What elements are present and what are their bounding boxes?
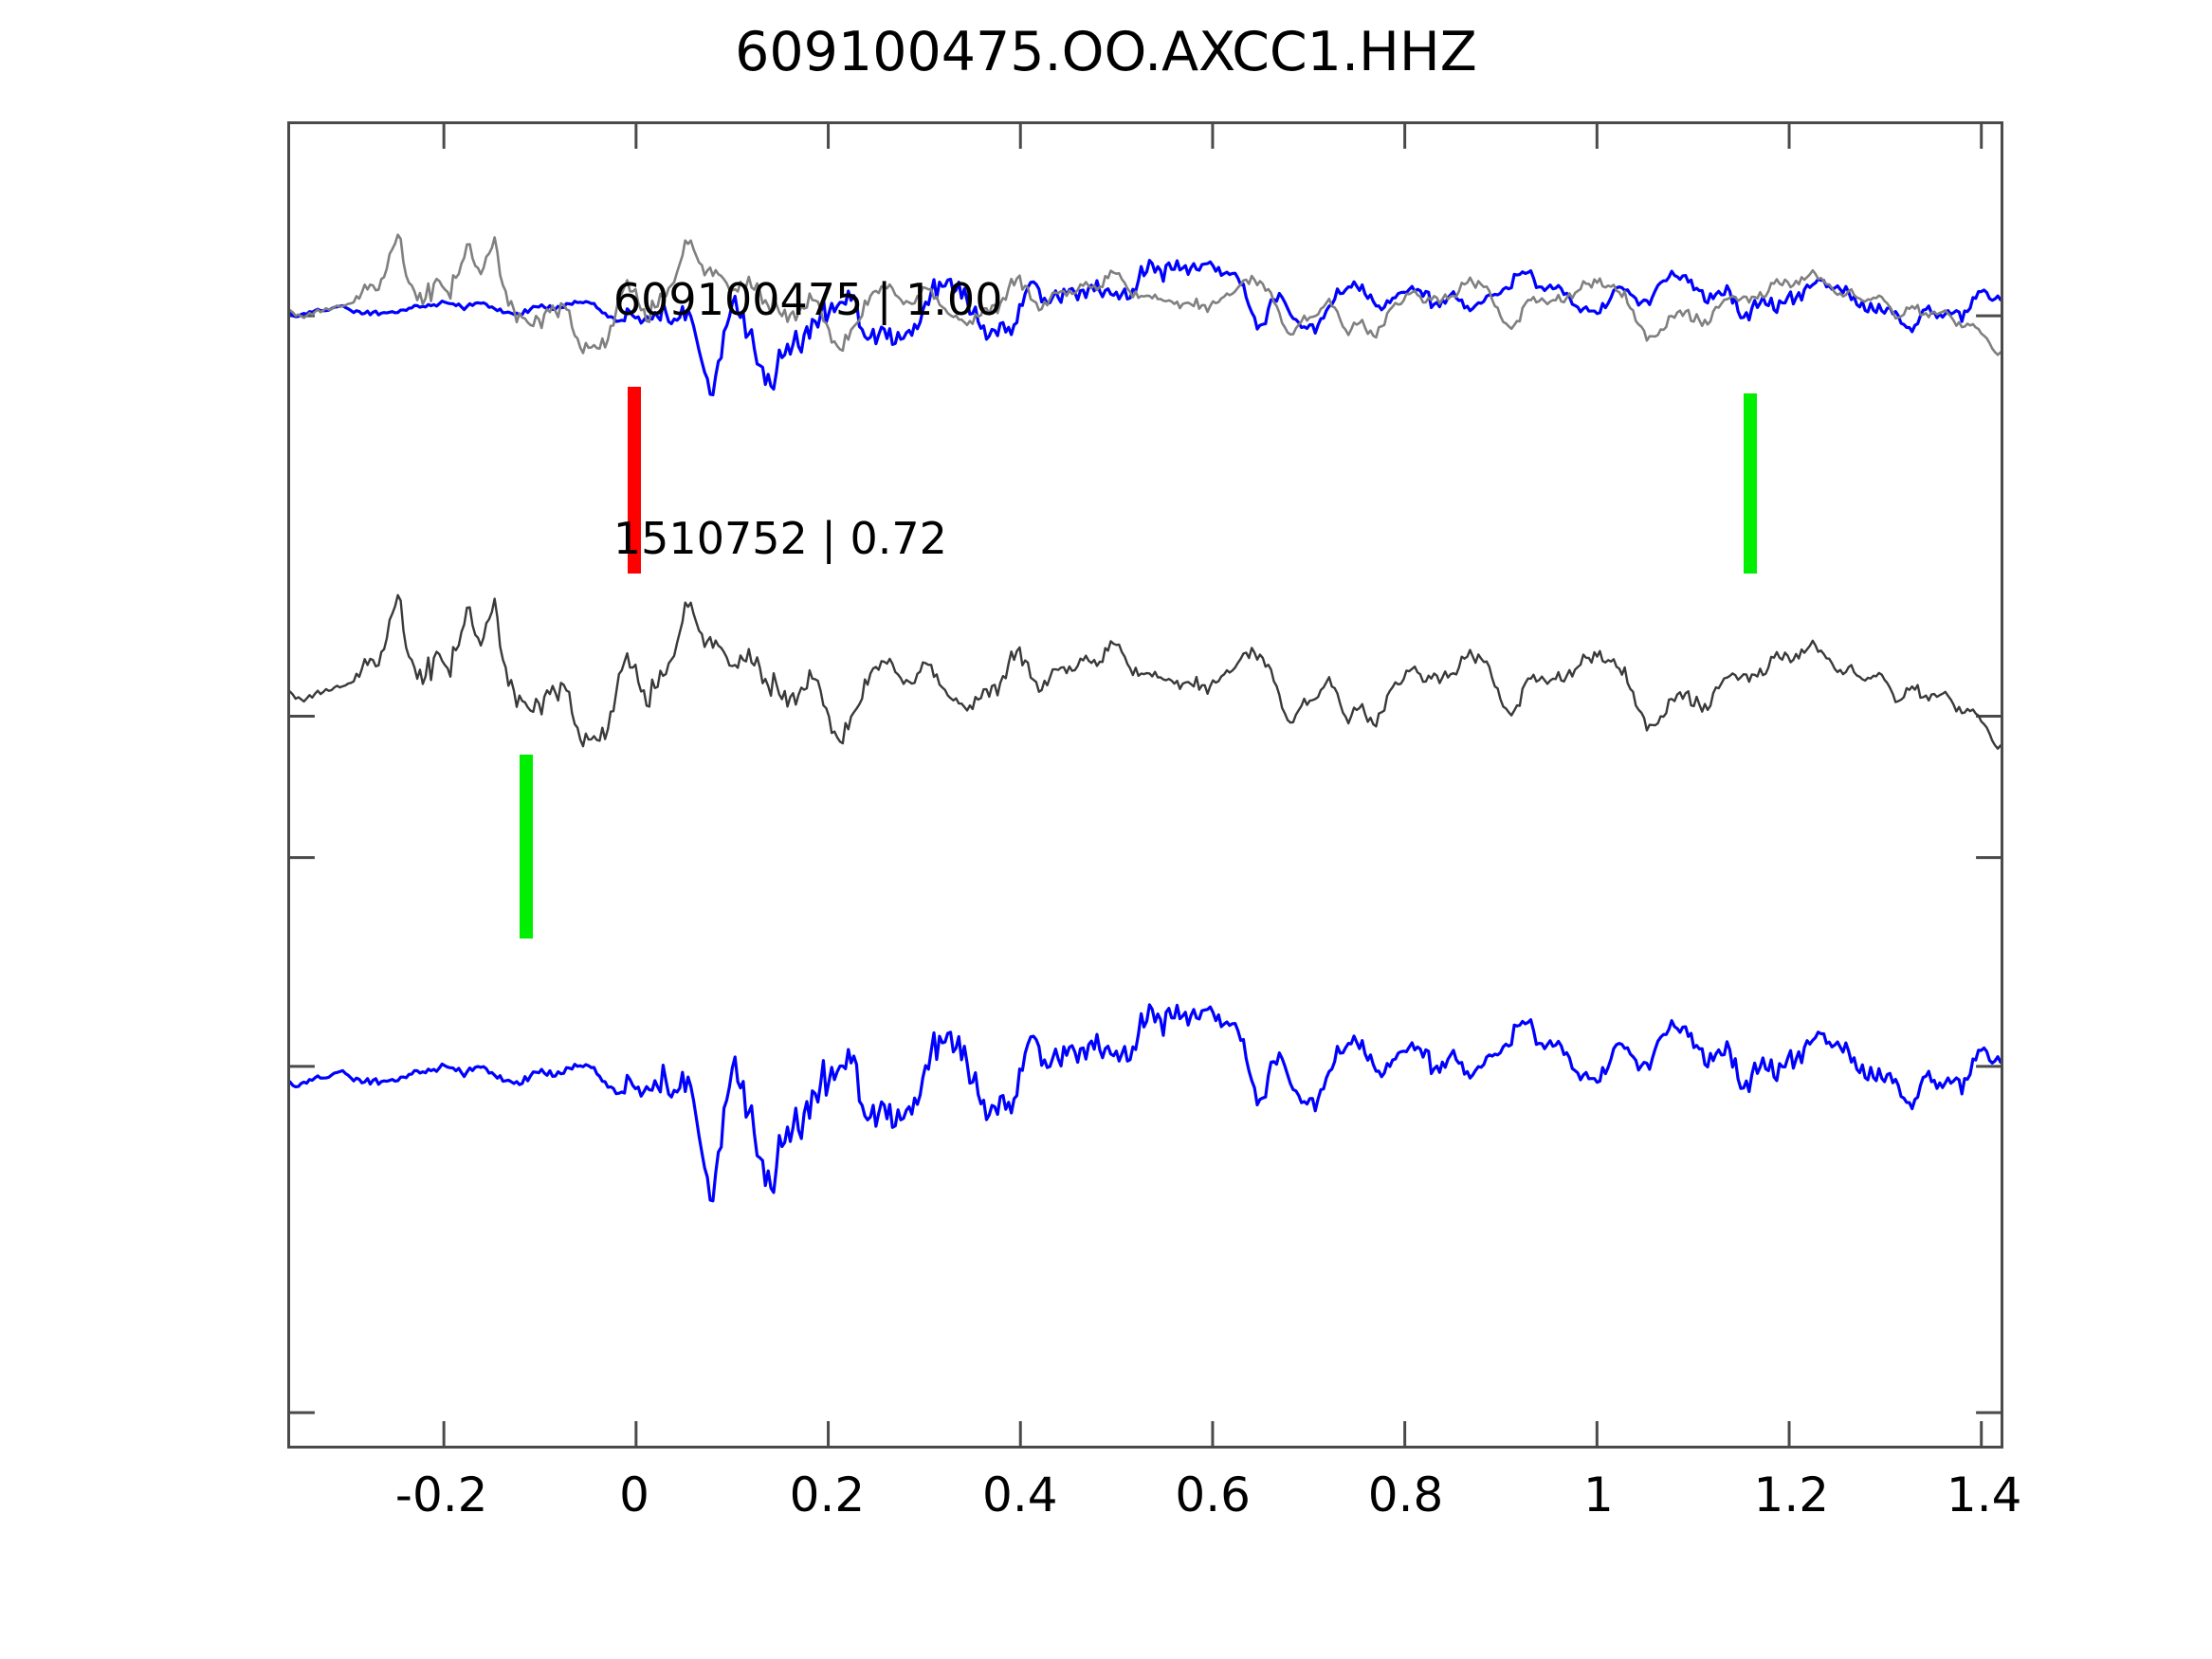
trace-label-1510752: 1510752 | 0.72: [612, 513, 947, 564]
pick-marker-green-trace1[interactable]: [1743, 393, 1757, 574]
waveform-trace-3-overlay-gray: [290, 235, 2001, 356]
waveform-trace-3-overlay-blue: [290, 261, 2001, 395]
waveform-trace-1: [290, 1005, 2001, 1201]
x-tick-label: -0.2: [394, 1468, 488, 1522]
waveform-trace-2: [290, 595, 2001, 749]
x-tick-label: 1.4: [1946, 1468, 2022, 1522]
plot-area: [287, 121, 2003, 1449]
x-tick-label: 0.2: [789, 1468, 866, 1522]
x-tick-label: 0.8: [1367, 1468, 1444, 1522]
waveform-canvas: [290, 124, 2001, 1446]
x-tick-label: 1: [1583, 1468, 1614, 1522]
pick-marker-red[interactable]: [628, 387, 642, 574]
page-title: 609100475.OO.AXCC1.HHZ: [735, 21, 1477, 83]
x-tick-label: 0: [619, 1468, 649, 1522]
pick-marker-green-trace2[interactable]: [520, 754, 534, 939]
x-tick-label: 0.6: [1175, 1468, 1251, 1522]
x-tick-label: 1.2: [1753, 1468, 1830, 1522]
x-tick-label: 0.4: [982, 1468, 1058, 1522]
trace-label-609100475: 609100475 | 1.00: [612, 274, 1003, 325]
